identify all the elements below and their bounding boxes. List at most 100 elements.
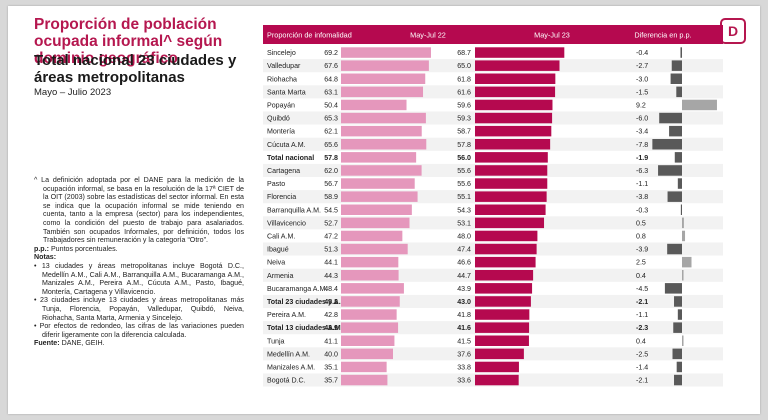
bar-may-jul-22 [341, 99, 407, 111]
bar-may-jul-23 [475, 112, 553, 124]
notes-list: 13 ciudades y áreas metropolitanas inclu… [34, 262, 244, 339]
category-label: Pasto [267, 180, 285, 188]
logo-glyph: D [727, 23, 739, 39]
value-label-2023: 59.3 [457, 115, 471, 123]
bar-difference [674, 152, 682, 163]
value-label-difference: -3.0 [636, 75, 648, 83]
bar-difference [676, 361, 682, 373]
bar-may-jul-23 [475, 178, 548, 189]
bar-may-jul-22 [341, 217, 410, 229]
category-label: Medellín A.M. [267, 350, 310, 358]
value-label-2022: 64.8 [324, 75, 338, 83]
bar-may-jul-22 [341, 191, 418, 202]
bar-may-jul-23 [475, 165, 548, 176]
value-label-2023: 54.3 [457, 206, 471, 214]
category-label: Cali A.M. [267, 232, 295, 240]
value-label-2022: 43.9 [324, 324, 338, 332]
value-label-difference: 9.2 [636, 101, 646, 109]
bar-may-jul-23 [475, 47, 565, 58]
category-label: Manizales A.M. [267, 363, 315, 371]
bar-may-jul-22 [341, 283, 404, 294]
note-item: Por efectos de redondeo, las cifras de l… [34, 322, 244, 339]
category-label: Florencia [267, 193, 296, 201]
pp-label: p.p.: [34, 244, 49, 253]
table-header [263, 25, 723, 44]
bar-may-jul-23 [475, 139, 551, 150]
definition-note: ^ La definición adoptada por el DANE par… [34, 176, 244, 245]
value-label-2023: 65.0 [457, 62, 471, 70]
value-label-2023: 59.6 [457, 101, 471, 109]
bar-may-jul-23 [475, 283, 533, 294]
category-label: Cartagena [267, 167, 300, 175]
bar-may-jul-22 [341, 47, 431, 58]
category-label: Montería [267, 128, 295, 136]
column-header-difference: Diferencia en p.p. [634, 31, 691, 40]
value-label-difference: 2.5 [636, 259, 646, 267]
bar-difference [676, 86, 682, 98]
value-label-difference: -0.4 [636, 49, 648, 57]
category-label: Neiva [267, 259, 285, 267]
bar-may-jul-23 [475, 296, 531, 307]
value-label-2022: 44.3 [324, 272, 338, 280]
bar-may-jul-23 [475, 217, 545, 229]
bar-may-jul-22 [341, 256, 399, 268]
value-label-2023: 41.5 [457, 337, 471, 345]
bar-may-jul-23 [475, 322, 530, 333]
value-label-2023: 41.8 [457, 311, 471, 319]
value-label-2022: 50.4 [324, 101, 338, 109]
chart-title: Proporción de población ocupada informal… [34, 16, 223, 67]
bar-difference [652, 139, 682, 150]
value-label-difference: -4.5 [636, 285, 648, 293]
bar-may-jul-23 [475, 73, 556, 84]
category-label: Total nacional [267, 154, 314, 162]
value-label-2022: 58.9 [324, 193, 338, 201]
value-label-2022: 54.5 [324, 206, 338, 214]
value-label-2022: 41.1 [324, 337, 338, 345]
bar-difference [682, 335, 684, 346]
bar-may-jul-22 [341, 348, 393, 360]
bar-may-jul-22 [341, 60, 429, 71]
notes-block: ^ La definición adoptada por el DANE par… [34, 176, 244, 348]
value-label-2022: 51.3 [324, 246, 338, 254]
value-label-2023: 43.0 [457, 298, 471, 306]
bar-may-jul-22 [341, 374, 388, 386]
value-label-2022: 65.3 [324, 115, 338, 123]
notas-label: Notas: [34, 253, 57, 262]
bar-may-jul-23 [475, 361, 519, 373]
value-label-2022: 44.1 [324, 259, 338, 267]
value-label-difference: -6.0 [636, 115, 648, 123]
bar-difference [671, 60, 682, 71]
value-label-difference: -6.3 [636, 167, 648, 175]
bar-difference [667, 191, 682, 202]
bar-may-jul-23 [475, 309, 530, 320]
bar-difference [682, 230, 686, 242]
category-label: Santa Marta [267, 88, 306, 96]
value-label-difference: 0.5 [636, 219, 646, 227]
value-label-2023: 56.0 [457, 154, 471, 162]
bar-difference [682, 99, 717, 111]
bar-may-jul-22 [341, 178, 415, 189]
category-label: Valledupar [267, 62, 301, 70]
bar-difference [667, 243, 682, 255]
source-text: DANE, GEIH. [59, 339, 105, 348]
bar-may-jul-22 [341, 270, 399, 281]
category-label: Quibdó [267, 115, 290, 123]
column-header-may-jul-23: May-Jul 23 [534, 31, 570, 40]
value-label-difference: -2.3 [636, 324, 648, 332]
value-label-2022: 67.6 [324, 62, 338, 70]
bar-difference [670, 73, 682, 84]
value-label-2022: 63.1 [324, 88, 338, 96]
bar-may-jul-23 [475, 256, 536, 268]
bar-difference [664, 283, 682, 294]
bar-may-jul-23 [475, 335, 529, 346]
value-label-difference: -2.7 [636, 62, 648, 70]
value-label-2022: 48.4 [324, 285, 338, 293]
bar-may-jul-23 [475, 230, 538, 242]
bar-difference [682, 270, 684, 281]
column-header-may-jul-22: May-Jul 22 [410, 31, 446, 40]
value-label-difference: -1.5 [636, 88, 648, 96]
bar-may-jul-22 [341, 361, 387, 373]
bar-may-jul-22 [341, 165, 422, 176]
value-label-2023: 57.8 [457, 141, 471, 149]
bar-difference [658, 165, 682, 176]
